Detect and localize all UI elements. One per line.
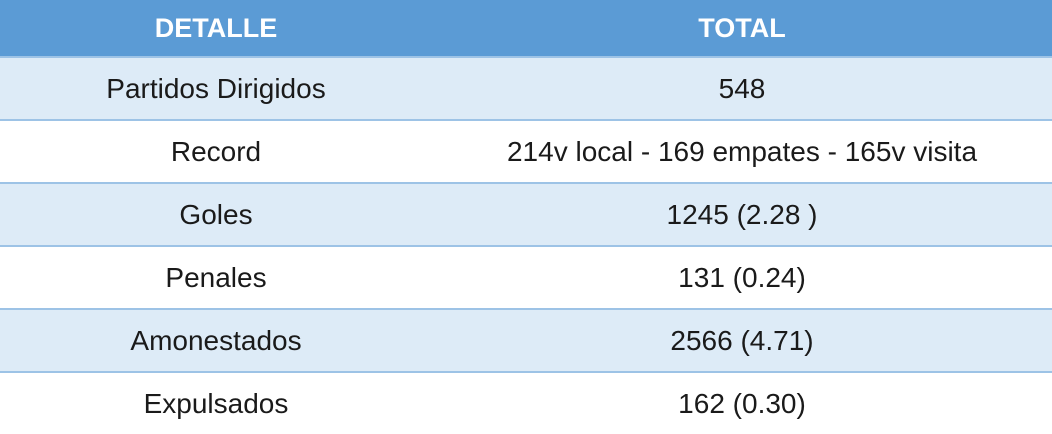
total-cell: 2566 (4.71) bbox=[432, 308, 1052, 372]
detail-cell: Goles bbox=[0, 182, 432, 246]
table-row: Amonestados 2566 (4.71) bbox=[0, 308, 1052, 372]
header-row: DETALLE TOTAL bbox=[0, 0, 1052, 57]
table-body: Partidos Dirigidos 548 Record 214v local - … bbox=[0, 56, 1052, 434]
header-cell: DETALLE bbox=[0, 0, 432, 57]
detail-cell: Partidos Dirigidos bbox=[0, 56, 432, 120]
table-row: Penales 131 (0.24) bbox=[0, 245, 1052, 309]
total-cell: 131 (0.24) bbox=[432, 245, 1052, 309]
table-row: Partidos Dirigidos 548 bbox=[0, 56, 1052, 120]
total-cell: 162 (0.30) bbox=[432, 371, 1052, 434]
table-row: Record 214v local - 169 empates - 165v vi… bbox=[0, 119, 1052, 183]
detail-cell: Record bbox=[0, 119, 432, 183]
detail-cell: Penales bbox=[0, 245, 432, 309]
table-row: Goles 1245 (2.28 ) bbox=[0, 182, 1052, 246]
detail-cell: Amonestados bbox=[0, 308, 432, 372]
detail-cell: Expulsados bbox=[0, 371, 432, 434]
total-cell: 214v local - 169 empates - 165v visita bbox=[432, 119, 1052, 183]
total-cell: 1245 (2.28 ) bbox=[432, 182, 1052, 246]
table-row: Expulsados 162 (0.30) bbox=[0, 371, 1052, 434]
total-cell: 548 bbox=[432, 56, 1052, 120]
header-cell: TOTAL bbox=[432, 0, 1052, 57]
